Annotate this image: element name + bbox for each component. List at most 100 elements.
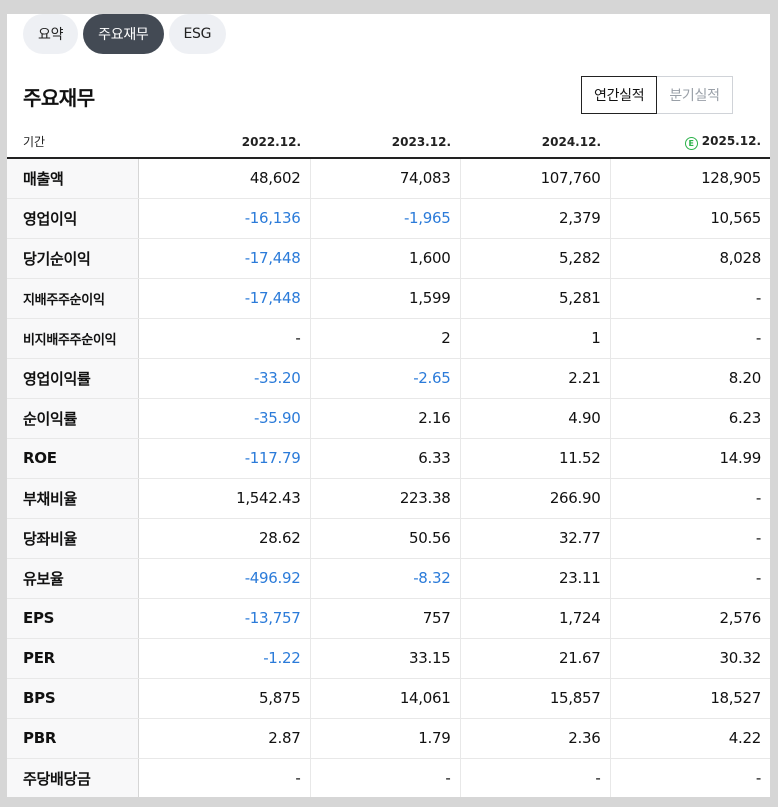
table-row: 주당배당금 - - - - [7,757,770,797]
table-cell: 14,061 [309,678,460,719]
column-header: 2023.12. [310,126,460,159]
row-label: 비지배주주순이익 [7,318,139,359]
column-header-estimate: E 2025.12. [610,126,770,159]
financials-table: 기간 2022.12. 2023.12. 2024.12. E 2025.12. … [7,126,770,797]
table-row: 매출액 48,602 74,083 107,760 128,905 [7,158,770,199]
table-cell: - [137,318,310,359]
table-cell: 1,542.43 [137,477,310,519]
table-row: 부채비율 1,542.43 223.38 266.90- [7,477,770,519]
row-label: 매출액 [7,158,139,199]
section-tabs: 요약 주요재무 ESG [23,14,227,54]
table-row: 비지배주주순이익 -2 1- [7,318,770,359]
table-row: 지배주주순이익 -17,448 1,599 5,281- [7,278,770,319]
table-cell: - [459,757,610,797]
tab-key-financials[interactable]: 주요재무 [83,14,164,54]
table-cell: -16,136 [137,198,310,239]
table-cell: 8,028 [609,238,770,279]
row-label: ROE [7,438,139,479]
table-cell: 18,527 [609,678,770,719]
table-cell: - [609,558,770,599]
table-cell: 23.11 [459,558,610,599]
table-cell: 6.23 [609,398,770,439]
row-label: 당좌비율 [7,518,139,559]
table-cell: - [609,278,770,319]
table-cell: -1,965 [309,198,460,239]
table-cell: 2.21 [459,357,610,399]
row-label: 주당배당금 [7,757,139,797]
table-cell: 1,599 [309,278,460,319]
table-row: EPS -13,757 757 1,724 2,576 [7,597,770,639]
table-cell: 14.99 [609,438,770,479]
column-header: 2024.12. [460,126,610,159]
estimate-icon: E [684,136,698,150]
table-cell: -1.22 [137,638,310,679]
row-label: 유보율 [7,558,139,599]
table-cell: 21.67 [459,638,610,679]
tab-esg[interactable]: ESG [168,14,227,54]
table-cell: 50.56 [309,518,460,559]
column-header-label: 2025.12. [701,133,761,148]
table-cell: -35.90 [137,398,310,439]
table-cell: 128,905 [609,158,770,199]
table-cell: -496.92 [137,558,310,599]
table-row: 영업이익 -16,136 -1,965 2,379 10,565 [7,198,770,239]
table-cell: 2.16 [309,398,460,439]
quarterly-button[interactable]: 분기실적 [657,76,733,114]
table-cell: 28.62 [137,518,310,559]
row-label: 부채비율 [7,477,139,519]
table-cell: -33.20 [137,357,310,399]
period-toggle: 연간실적 분기실적 [581,76,733,114]
table-row: PBR 2.87 1.79 2.36 4.22 [7,718,770,759]
table-cell: 15,857 [459,678,610,719]
table-cell: 11.52 [459,438,610,479]
table-cell: 5,875 [137,678,310,719]
table-cell: 1.79 [309,718,460,759]
table-cell: 48,602 [137,158,310,199]
column-header: 2022.12. [138,126,310,159]
table-cell: - [309,757,460,797]
table-cell: - [609,518,770,559]
table-cell: 30.32 [609,638,770,679]
table-row: BPS 5,875 14,061 15,857 18,527 [7,678,770,719]
period-header: 기간 [7,126,138,159]
table-row: 당기순이익 -17,448 1,600 5,282 8,028 [7,238,770,279]
table-cell: - [609,757,770,797]
table-cell: 74,083 [309,158,460,199]
row-label: 영업이익 [7,198,139,239]
row-label: 당기순이익 [7,238,139,279]
row-label: 영업이익률 [7,357,139,399]
table-cell: 8.20 [609,357,770,399]
table-body: 매출액 48,602 74,083 107,760 128,905 영업이익 -16,136… [7,158,770,797]
row-label: 지배주주순이익 [7,278,139,319]
table-cell: 757 [309,597,460,639]
table-cell: -8.32 [309,558,460,599]
tab-summary[interactable]: 요약 [23,14,79,54]
table-cell: 4.22 [609,718,770,759]
row-label: 순이익률 [7,398,139,439]
table-cell: 5,282 [459,238,610,279]
table-cell: - [609,477,770,519]
table-row: 영업이익률 -33.20 -2.65 2.21 8.20 [7,357,770,399]
table-cell: -17,448 [137,278,310,319]
table-header-row: 기간 2022.12. 2023.12. 2024.12. E 2025.12. [7,126,770,159]
table-cell: 2,576 [609,597,770,639]
table-row: ROE -117.79 6.33 11.52 14.99 [7,438,770,479]
table-cell: 223.38 [309,477,460,519]
annual-button[interactable]: 연간실적 [581,76,658,114]
table-cell: 33.15 [309,638,460,679]
table-cell: 6.33 [309,438,460,479]
table-cell: 1,600 [309,238,460,279]
table-row: 순이익률 -35.90 2.16 4.90 6.23 [7,398,770,439]
financials-panel: 요약 주요재무 ESG 주요재무 연간실적 분기실적 기간 2022.12. 2… [7,14,770,797]
table-cell: 4.90 [459,398,610,439]
table-cell: 266.90 [459,477,610,519]
table-cell: -117.79 [137,438,310,479]
table-cell: -17,448 [137,238,310,279]
table-cell: -13,757 [137,597,310,639]
table-cell: 2.87 [137,718,310,759]
table-cell: 2,379 [459,198,610,239]
table-cell: - [137,757,310,797]
table-row: 당좌비율 28.62 50.56 32.77- [7,518,770,559]
row-label: EPS [7,597,139,639]
row-label: PBR [7,718,139,759]
